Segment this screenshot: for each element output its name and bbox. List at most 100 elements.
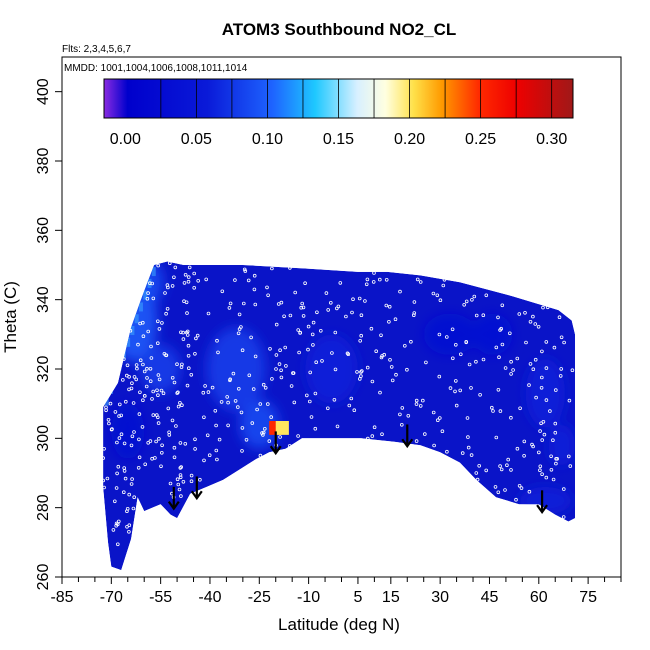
sample-point [540, 349, 544, 354]
sample-point [117, 414, 121, 418]
sample-point [393, 317, 398, 322]
sample-point [424, 360, 428, 365]
sample-point [102, 485, 106, 490]
sample-point [308, 370, 313, 375]
sample-point [464, 340, 469, 345]
sample-point [156, 421, 161, 425]
sample-point [538, 468, 542, 473]
sample-point [137, 412, 142, 416]
sample-point [179, 494, 183, 498]
sample-point [347, 403, 352, 408]
sample-point [231, 371, 236, 376]
sample-point [370, 379, 375, 384]
sample-point [184, 330, 189, 335]
sample-point [437, 332, 442, 337]
sample-point [432, 443, 436, 448]
sample-point [237, 386, 241, 391]
sample-point [145, 376, 149, 380]
sample-point [505, 463, 509, 468]
flight-arrow [536, 490, 548, 515]
sample-point [141, 398, 145, 403]
sample-point [333, 330, 338, 335]
sample-point [496, 490, 501, 495]
sample-point [465, 416, 470, 420]
sample-point [130, 381, 134, 386]
sample-point [344, 314, 348, 319]
sample-point [411, 313, 416, 318]
sample-point [314, 360, 319, 365]
sample-point [388, 357, 392, 362]
sample-point [509, 359, 513, 364]
sample-point [477, 463, 482, 468]
sample-point [453, 342, 458, 347]
sample-point [129, 386, 134, 391]
x-axis-label: Latitude (deg N) [278, 615, 400, 634]
sample-point [181, 337, 186, 341]
sample-point [377, 277, 382, 282]
sample-point [228, 378, 232, 383]
sample-point [193, 437, 197, 442]
sample-point [122, 490, 126, 495]
sample-point [168, 481, 173, 486]
sample-points [101, 261, 575, 547]
sample-point [145, 296, 150, 301]
sample-point [503, 488, 507, 492]
sample-point [215, 457, 219, 462]
sample-point [357, 377, 362, 381]
y-tick-label: 400 [35, 78, 52, 105]
sample-point [277, 362, 282, 366]
y-tick-label: 320 [35, 356, 52, 383]
sample-point [159, 464, 163, 469]
sample-point [541, 305, 545, 310]
sample-point [122, 357, 126, 361]
sample-point [474, 471, 479, 475]
sample-point [226, 400, 230, 405]
flight-arrows [167, 424, 548, 515]
sample-point [444, 335, 449, 339]
flight-arrow [269, 431, 282, 456]
sample-point [213, 408, 218, 413]
sample-point [123, 476, 128, 481]
sample-point [320, 359, 324, 363]
x-tick-label: -85 [50, 589, 73, 606]
sample-point [183, 272, 188, 277]
sample-point [128, 328, 133, 333]
field-edge-cell [151, 267, 156, 277]
sample-point [365, 365, 370, 370]
sample-point [202, 458, 206, 463]
sample-point [162, 351, 167, 356]
sample-point [351, 297, 355, 302]
sample-point [442, 277, 447, 282]
sample-point [181, 330, 185, 335]
sample-point [300, 301, 305, 306]
sample-point [198, 477, 202, 482]
sample-point [418, 280, 423, 284]
sample-point [138, 358, 143, 363]
x-axis: -85 -70 -55 -40 -25 -10 5 15 30 45 60 75 [50, 577, 622, 606]
sample-point [167, 433, 172, 437]
sample-point [440, 429, 445, 434]
sample-point [514, 497, 518, 502]
sample-point [288, 313, 293, 318]
field-feature [111, 403, 145, 460]
x-tick-label: 75 [579, 589, 597, 606]
sample-point [499, 467, 504, 472]
sample-point [346, 352, 351, 357]
sample-point [166, 406, 171, 411]
sample-point [265, 402, 270, 406]
sample-point [398, 412, 402, 417]
sample-point [270, 377, 274, 381]
sample-point [181, 479, 186, 484]
sample-point [497, 355, 501, 360]
x-tick-label: 60 [530, 589, 548, 606]
sample-point [475, 477, 480, 482]
sample-point [559, 335, 564, 340]
sample-point [448, 386, 453, 390]
sample-point [161, 391, 166, 396]
sample-point [173, 265, 178, 270]
sample-point [544, 398, 549, 402]
sample-point [527, 383, 531, 387]
sample-point [450, 327, 455, 332]
sample-point [437, 416, 442, 420]
